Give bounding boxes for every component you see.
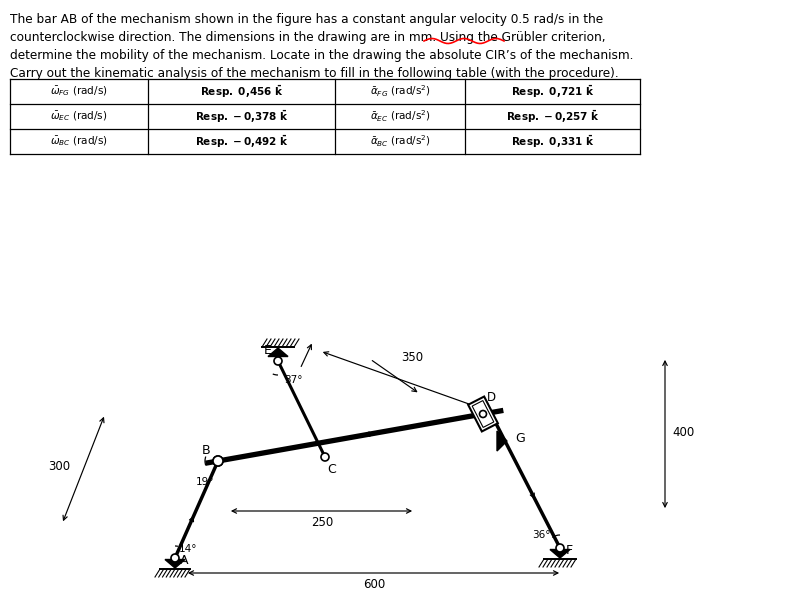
Text: E: E (264, 344, 272, 357)
Text: The bar AB of the mechanism shown in the figure has a constant angular velocity : The bar AB of the mechanism shown in the… (10, 13, 603, 26)
Text: $\mathbf{Resp.}\ \mathbf{0{,}456}\ \mathbf{\bar{k}}$: $\mathbf{Resp.}\ \mathbf{0{,}456}\ \math… (200, 83, 283, 100)
Circle shape (480, 410, 487, 418)
Polygon shape (497, 431, 507, 451)
Circle shape (556, 544, 564, 552)
Polygon shape (268, 348, 288, 356)
Text: B: B (201, 444, 210, 457)
Polygon shape (550, 549, 570, 558)
Text: 36°: 36° (532, 530, 551, 540)
Text: $\bar{\omega}_{EC}\ \mathrm{(rad/s)}$: $\bar{\omega}_{EC}\ \mathrm{(rad/s)}$ (50, 110, 108, 124)
Text: $\bar{\omega}_{FG}\ \mathrm{(rad/s)}$: $\bar{\omega}_{FG}\ \mathrm{(rad/s)}$ (50, 85, 108, 99)
Text: $\bar{\alpha}_{EC}\ \mathrm{(rad/s^2)}$: $\bar{\alpha}_{EC}\ \mathrm{(rad/s^2)}$ (369, 109, 430, 124)
Text: C: C (327, 463, 336, 476)
Text: determine the mobility of the mechanism. Locate in the drawing the absolute CIR’: determine the mobility of the mechanism.… (10, 49, 634, 62)
Text: 300: 300 (48, 460, 70, 474)
Circle shape (321, 453, 329, 461)
Text: $\bar{\omega}_{BC}\ \mathrm{(rad/s)}$: $\bar{\omega}_{BC}\ \mathrm{(rad/s)}$ (50, 135, 108, 149)
Circle shape (171, 554, 179, 562)
Text: $\mathbf{Resp.}\ \mathbf{-\,0{,}257}\ \mathbf{\bar{k}}$: $\mathbf{Resp.}\ \mathbf{-\,0{,}257}\ \m… (506, 108, 599, 125)
Text: Carry out the kinematic analysis of the mechanism to fill in the following table: Carry out the kinematic analysis of the … (10, 67, 618, 80)
Text: 400: 400 (672, 426, 694, 440)
Text: $\mathbf{Resp.}\ \mathbf{-\,0{,}378}\ \mathbf{\bar{k}}$: $\mathbf{Resp.}\ \mathbf{-\,0{,}378}\ \m… (195, 108, 288, 125)
Circle shape (213, 456, 223, 466)
Text: $\mathbf{Resp.}\ \mathbf{0{,}721}\ \mathbf{\bar{k}}$: $\mathbf{Resp.}\ \mathbf{0{,}721}\ \math… (511, 83, 595, 100)
Text: 14°: 14° (179, 544, 197, 554)
Text: F: F (566, 544, 573, 557)
Text: $\bar{\alpha}_{FG}\ \mathrm{(rad/s^2)}$: $\bar{\alpha}_{FG}\ \mathrm{(rad/s^2)}$ (369, 84, 430, 99)
Text: 350: 350 (401, 351, 423, 364)
Polygon shape (165, 560, 185, 568)
Text: counterclockwise direction. The dimensions in the drawing are in mm. Using the G: counterclockwise direction. The dimensio… (10, 31, 606, 44)
Text: A: A (180, 555, 188, 568)
Bar (468, 396, 498, 431)
Circle shape (213, 456, 223, 466)
Text: 600: 600 (363, 578, 385, 591)
Circle shape (274, 357, 282, 365)
Text: D: D (487, 391, 496, 404)
Text: 250: 250 (311, 516, 333, 529)
Text: $\mathbf{Resp.}\ \mathbf{-\,0{,}492}\ \mathbf{\bar{k}}$: $\mathbf{Resp.}\ \mathbf{-\,0{,}492}\ \m… (195, 133, 288, 150)
Text: $\mathbf{Resp.}\ \mathbf{0{,}331}\ \mathbf{\bar{k}}$: $\mathbf{Resp.}\ \mathbf{0{,}331}\ \math… (511, 133, 595, 150)
Text: 19°: 19° (196, 477, 215, 487)
Text: $\bar{\alpha}_{BC}\ \mathrm{(rad/s^2)}$: $\bar{\alpha}_{BC}\ \mathrm{(rad/s^2)}$ (369, 134, 430, 149)
Text: G: G (515, 432, 525, 446)
Text: 37°: 37° (284, 375, 302, 385)
Bar (472, 401, 494, 428)
